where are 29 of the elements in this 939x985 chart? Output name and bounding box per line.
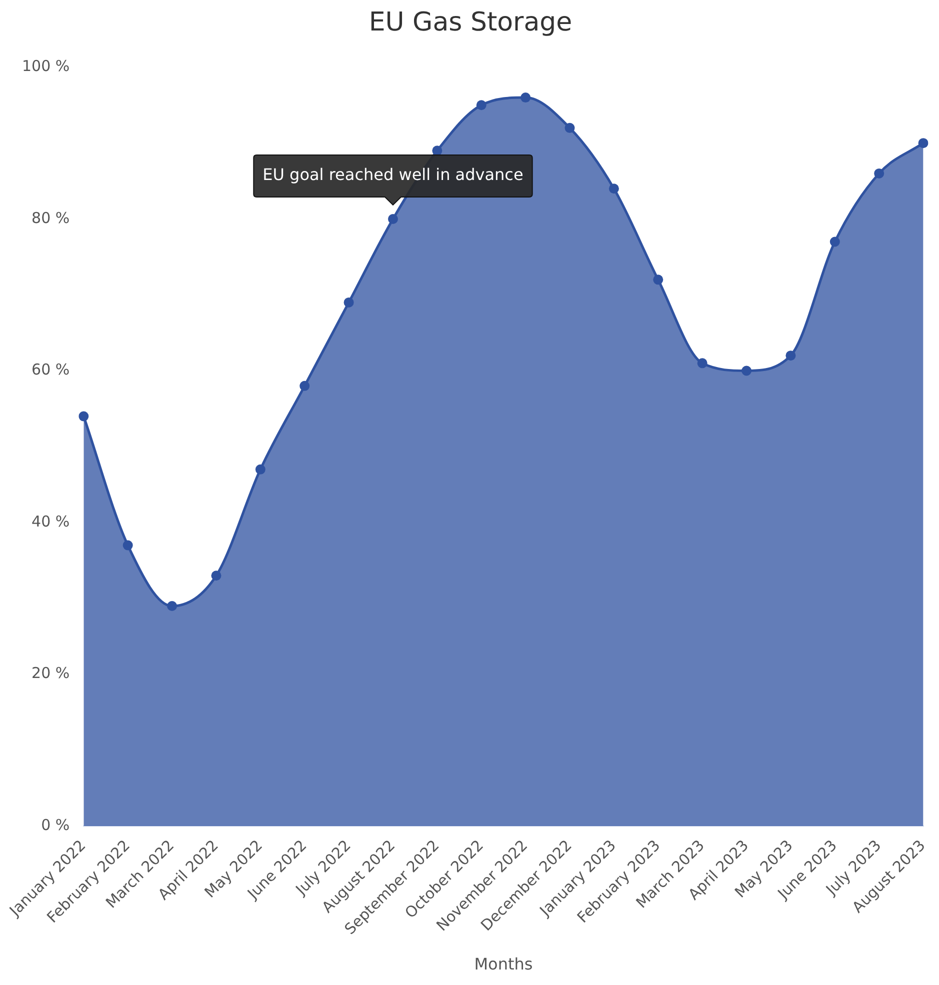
point [211, 570, 222, 581]
point [300, 380, 310, 391]
y-tick-label: 20 % [32, 664, 70, 682]
point [742, 366, 752, 376]
point [255, 464, 266, 474]
point [564, 122, 575, 133]
annotation: EU goal reached well in advance [262, 165, 524, 184]
point [344, 297, 354, 308]
y-tick-label: 100 % [22, 57, 70, 76]
point [874, 168, 884, 178]
point [830, 236, 840, 247]
y-tick-label: 0 % [41, 816, 70, 834]
point [608, 184, 619, 194]
point [653, 274, 664, 285]
point [167, 601, 178, 612]
point [697, 358, 708, 368]
point [432, 146, 442, 156]
x-axis-title: Months [474, 954, 533, 974]
y-tick-label: 60 % [32, 360, 70, 379]
y-tick-label: 80 % [32, 208, 70, 227]
point [122, 540, 133, 550]
chart-title: EU Gas Storage [368, 7, 572, 38]
point [520, 92, 531, 103]
point [786, 350, 796, 361]
point [388, 214, 398, 224]
y-tick-label: 40 % [32, 512, 70, 530]
point [476, 100, 486, 110]
point [918, 138, 928, 148]
point [78, 411, 89, 422]
